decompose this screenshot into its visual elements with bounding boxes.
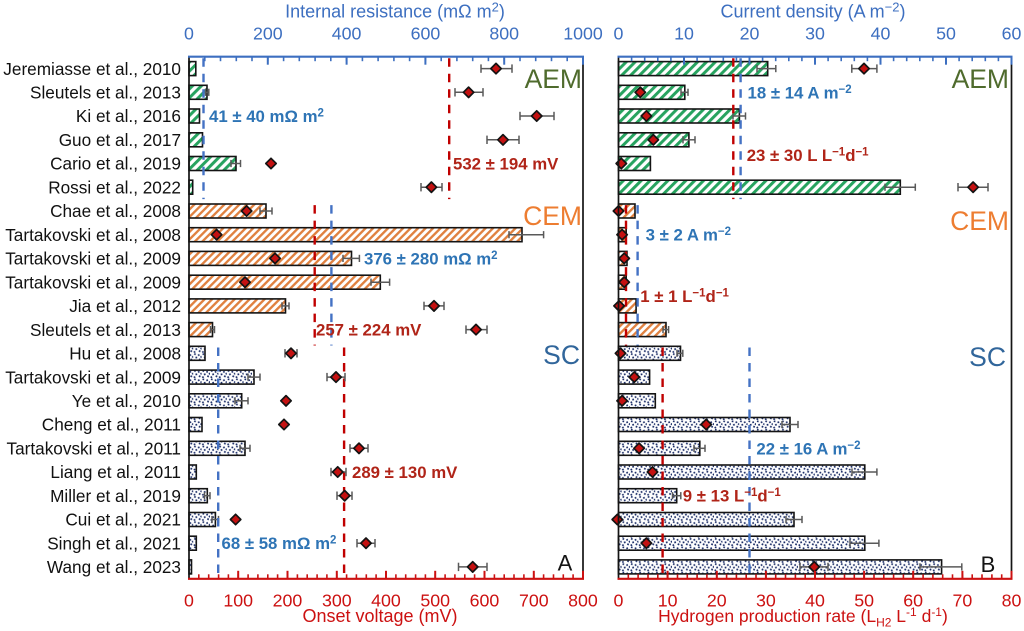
svg-text:Jeremiasse et al., 2010: Jeremiasse et al., 2010 — [3, 59, 181, 79]
svg-text:700: 700 — [519, 590, 549, 610]
svg-text:AEM: AEM — [525, 64, 582, 94]
svg-text:Tartakovski et al., 2011: Tartakovski et al., 2011 — [6, 439, 181, 459]
svg-text:200: 200 — [253, 23, 283, 43]
svg-text:20: 20 — [707, 590, 727, 610]
svg-text:Tartakovski et al., 2009: Tartakovski et al., 2009 — [5, 272, 181, 292]
svg-text:Current density (A m−2): Current density (A m−2) — [721, 0, 906, 22]
svg-text:1000: 1000 — [563, 23, 603, 43]
svg-text:80: 80 — [1002, 590, 1022, 610]
svg-text:Guo et al., 2017: Guo et al., 2017 — [59, 130, 181, 150]
svg-text:Sleutels et al., 2013: Sleutels et al., 2013 — [30, 83, 181, 103]
svg-text:60: 60 — [903, 590, 923, 610]
svg-text:257 ± 224 mV: 257 ± 224 mV — [316, 321, 422, 340]
svg-text:600: 600 — [470, 590, 500, 610]
svg-text:0: 0 — [184, 590, 194, 610]
svg-text:23 ± 30 L L−1d−1: 23 ± 30 L L−1d−1 — [747, 146, 869, 165]
svg-text:22 ± 16 A m−2: 22 ± 16 A m−2 — [756, 439, 860, 458]
svg-text:9 ± 13 L−1d−1: 9 ± 13 L−1d−1 — [683, 487, 782, 506]
svg-text:10: 10 — [658, 590, 678, 610]
svg-text:Onset voltage (mV): Onset voltage (mV) — [302, 606, 457, 626]
svg-text:40: 40 — [805, 590, 825, 610]
svg-text:100: 100 — [223, 590, 253, 610]
svg-text:Sleutels et al., 2013: Sleutels et al., 2013 — [30, 320, 181, 340]
svg-text:Hu et al., 2008: Hu et al., 2008 — [69, 344, 181, 364]
svg-text:Cheng et al., 2011: Cheng et al., 2011 — [42, 415, 181, 435]
svg-text:200: 200 — [273, 590, 303, 610]
svg-text:800: 800 — [568, 590, 598, 610]
svg-text:800: 800 — [489, 23, 519, 43]
svg-text:400: 400 — [332, 23, 362, 43]
svg-text:68 ± 58 mΩ m2: 68 ± 58 mΩ m2 — [222, 534, 337, 553]
svg-text:Hydrogen production rate (LH2: Hydrogen production rate (LH2 L-1 d-1) — [658, 605, 948, 630]
svg-text:Ki et al., 2016: Ki et al., 2016 — [76, 106, 181, 126]
svg-text:Singh et al., 2021: Singh et al., 2021 — [47, 533, 181, 553]
svg-text:376 ± 280 mΩ m2: 376 ± 280 mΩ m2 — [364, 249, 498, 268]
svg-text:400: 400 — [371, 590, 401, 610]
svg-text:Internal resistance (mΩ m2): Internal resistance (mΩ m2) — [285, 0, 505, 22]
svg-text:60: 60 — [1002, 23, 1022, 43]
svg-text:Miller et al., 2019: Miller et al., 2019 — [50, 486, 181, 506]
svg-text:SC: SC — [543, 340, 580, 370]
svg-text:CEM: CEM — [950, 206, 1009, 236]
svg-text:300: 300 — [322, 590, 352, 610]
svg-text:Cario et al., 2019: Cario et al., 2019 — [50, 154, 181, 174]
svg-text:50: 50 — [936, 23, 956, 43]
svg-text:600: 600 — [411, 23, 441, 43]
svg-text:B: B — [981, 552, 996, 577]
svg-text:Chae et al., 2008: Chae et al., 2008 — [50, 201, 181, 221]
svg-text:41 ± 40 mΩ m2: 41 ± 40 mΩ m2 — [209, 107, 324, 126]
svg-text:18 ± 14 A m−2: 18 ± 14 A m−2 — [748, 83, 852, 102]
svg-text:Tartakovski et al., 2009: Tartakovski et al., 2009 — [5, 367, 181, 387]
svg-text:20: 20 — [740, 23, 760, 43]
svg-text:Ye et al., 2010: Ye et al., 2010 — [72, 391, 181, 411]
svg-text:3 ± 2 A m−2: 3 ± 2 A m−2 — [646, 226, 731, 245]
svg-text:Jia et al., 2012: Jia et al., 2012 — [69, 296, 181, 316]
svg-text:A: A — [558, 551, 573, 576]
svg-text:500: 500 — [420, 590, 450, 610]
svg-text:289 ± 130 mV: 289 ± 130 mV — [352, 463, 458, 482]
svg-text:Tartakovski et al., 2008: Tartakovski et al., 2008 — [5, 225, 181, 245]
svg-text:CEM: CEM — [523, 201, 582, 231]
svg-text:0: 0 — [614, 23, 624, 43]
svg-text:50: 50 — [854, 590, 874, 610]
svg-text:40: 40 — [871, 23, 891, 43]
svg-text:532 ± 194 mV: 532 ± 194 mV — [453, 155, 559, 174]
svg-text:Wang et al., 2023: Wang et al., 2023 — [47, 557, 181, 577]
svg-text:1 ± 1 L−1d−1: 1 ± 1 L−1d−1 — [640, 287, 729, 306]
svg-text:0: 0 — [184, 23, 194, 43]
svg-text:SC: SC — [969, 342, 1006, 372]
svg-text:10: 10 — [674, 23, 694, 43]
svg-text:Rossi et al., 2022: Rossi et al., 2022 — [48, 177, 181, 197]
svg-text:Liang et al., 2011: Liang et al., 2011 — [50, 462, 181, 482]
svg-text:AEM: AEM — [952, 64, 1009, 94]
svg-text:Tartakovski et al., 2009: Tartakovski et al., 2009 — [5, 249, 181, 269]
svg-text:Cui et al., 2021: Cui et al., 2021 — [65, 510, 181, 530]
svg-text:30: 30 — [756, 590, 776, 610]
svg-text:0: 0 — [614, 590, 624, 610]
svg-text:30: 30 — [805, 23, 825, 43]
svg-text:70: 70 — [953, 590, 973, 610]
